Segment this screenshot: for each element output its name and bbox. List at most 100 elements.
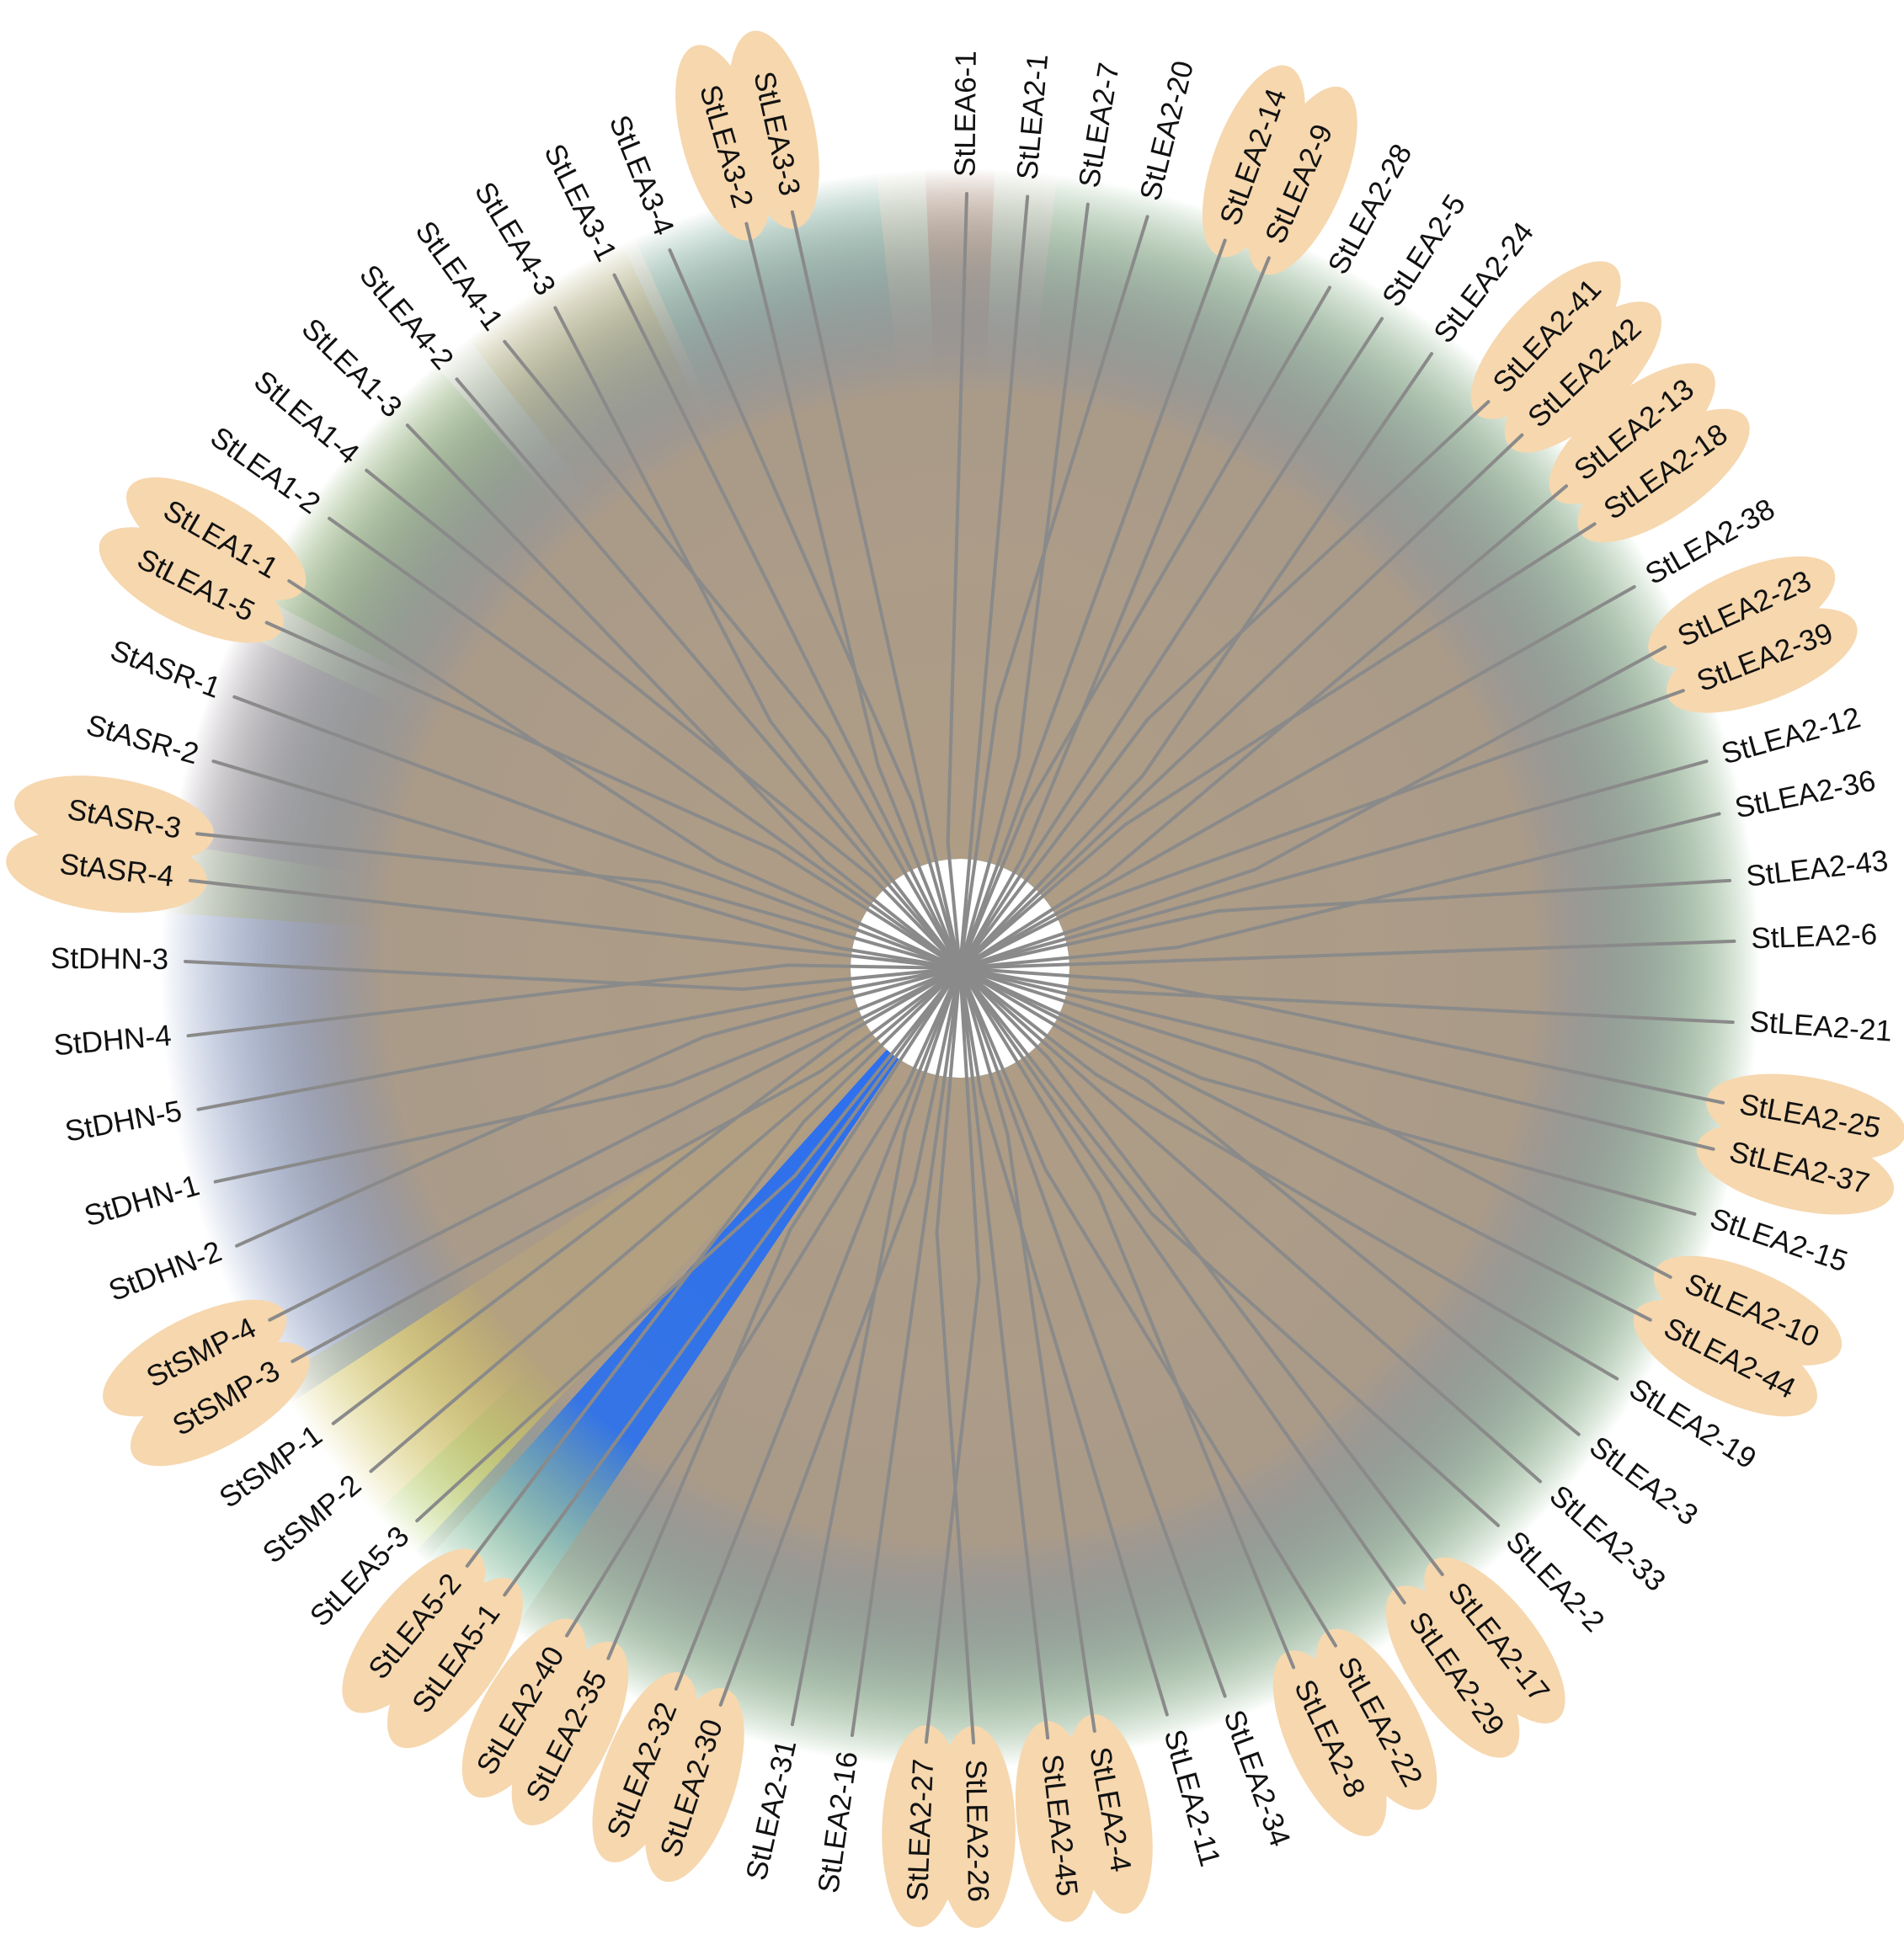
branch-tip: [465, 1120, 806, 1568]
leaf-label: StASR-2: [83, 708, 202, 770]
branch-tip: [744, 221, 880, 767]
label-highlight: [1424, 1557, 1565, 1723]
branch-tip: [1005, 1132, 1096, 1734]
branch-inner: [701, 967, 962, 1039]
branch-inner: [958, 967, 1134, 983]
branch-tip: [973, 194, 1030, 798]
label-highlight: [1549, 363, 1715, 504]
label-highlight: [342, 1548, 486, 1713]
branch-tip: [503, 1105, 861, 1597]
branch-inner: [912, 967, 962, 1185]
branch-tip: [946, 192, 969, 844]
leaf-label: StLEA2-27: [901, 1758, 940, 1902]
leaf-label: StLEA2-43: [1744, 844, 1890, 893]
branch-inner: [796, 906, 962, 970]
branch-inner: [958, 967, 1175, 1021]
leaf-label: StLEA2-21: [1749, 1005, 1894, 1048]
label-highlight: [1202, 65, 1305, 258]
label-highlight: [592, 1671, 698, 1863]
branch-inner: [958, 835, 1193, 970]
branch-inner: [704, 786, 962, 970]
leaf-label: StLEA2-6: [1751, 918, 1878, 955]
branch-inner: [958, 717, 1149, 970]
branch-tip: [331, 1030, 853, 1425]
branch-tip: [1103, 484, 1568, 877]
branch-tip: [1171, 1017, 1715, 1151]
label-highlight: [511, 1641, 629, 1825]
branch-inner: [958, 807, 1028, 970]
leaf-label: StLEA2-26: [959, 1759, 995, 1902]
branch-tip: [1176, 812, 1721, 950]
branch-tip: [1057, 1107, 1406, 1605]
branch-tip: [184, 959, 744, 991]
branch-tip: [1123, 522, 1597, 827]
branch-tip: [1130, 978, 1725, 1105]
group-wedge-lea5: [160, 168, 1761, 1769]
leaf-label: StLEA2-20: [1133, 57, 1200, 204]
branch-inner: [816, 800, 962, 970]
branch-inner: [958, 956, 1273, 970]
branch-inner: [721, 967, 962, 1173]
label-highlight: [1247, 86, 1357, 275]
branch-tip: [415, 1174, 797, 1523]
branch-tip: [196, 989, 838, 1111]
branch-tip: [186, 963, 790, 1038]
branch-tip: [668, 248, 915, 804]
branch-inner: [659, 881, 962, 970]
label-highlight: [1315, 1628, 1437, 1810]
branch-inner: [819, 967, 962, 1073]
branch-inner: [958, 823, 1128, 970]
branch-tip: [1047, 1056, 1444, 1576]
branch-tip: [211, 759, 838, 950]
leaf-label: StLEA2-7: [1073, 61, 1126, 190]
branch-inner: [763, 967, 962, 1070]
label-highlights: [6, 30, 1904, 1928]
branch-inner: [958, 908, 1221, 970]
tree-branches: [184, 192, 1736, 1745]
branch-inner: [958, 867, 1257, 970]
branch-inner: [876, 763, 962, 970]
branch-tip: [1064, 238, 1227, 678]
branch-tip: [405, 423, 827, 863]
branch-inner: [768, 719, 962, 970]
branch-inner: [910, 800, 962, 970]
label-highlight: [14, 775, 214, 863]
leaf-label: StLEA3-1: [537, 139, 623, 266]
branch-tip: [1145, 400, 1491, 722]
branch-tip: [1094, 1073, 1619, 1381]
branch-tip: [1082, 988, 1735, 1025]
branch-tip: [995, 215, 1149, 708]
branch-tip: [291, 1068, 824, 1363]
label-highlight: [1470, 261, 1621, 419]
label-highlight: [1648, 556, 1836, 669]
branch-tip: [1217, 878, 1732, 913]
label-highlight: [125, 477, 307, 600]
branch-inner: [792, 967, 962, 1178]
label-highlight: [728, 30, 819, 229]
branch-inner: [958, 967, 1154, 1216]
branch-tip: [1124, 759, 1709, 924]
branch-inner: [958, 967, 1051, 1060]
branch-inner: [900, 707, 962, 970]
branch-inner: [958, 704, 999, 970]
branch-inner: [958, 967, 1098, 1077]
branch-inner: [958, 755, 1021, 970]
branch-inner: [861, 967, 962, 1217]
branch-inner: [786, 963, 962, 970]
branch-tip: [790, 210, 904, 711]
branch-tip: [369, 1169, 725, 1473]
leaf-label: StLEA2-36: [1732, 764, 1879, 825]
branch-tip: [718, 1180, 916, 1707]
branch-tip: [979, 1090, 1169, 1717]
branch-inner: [958, 967, 1010, 1137]
branch-inner: [825, 737, 962, 970]
branch-inner: [802, 967, 962, 1124]
label-highlight: [1272, 1650, 1387, 1836]
branch-inner: [958, 967, 987, 1188]
branch-tip: [455, 377, 820, 804]
branch-inner: [946, 840, 962, 970]
branch-tip: [1149, 1212, 1501, 1527]
label-highlight: [1653, 1255, 1843, 1366]
branch-tip: [328, 516, 708, 790]
label-highlight: [461, 1618, 586, 1798]
